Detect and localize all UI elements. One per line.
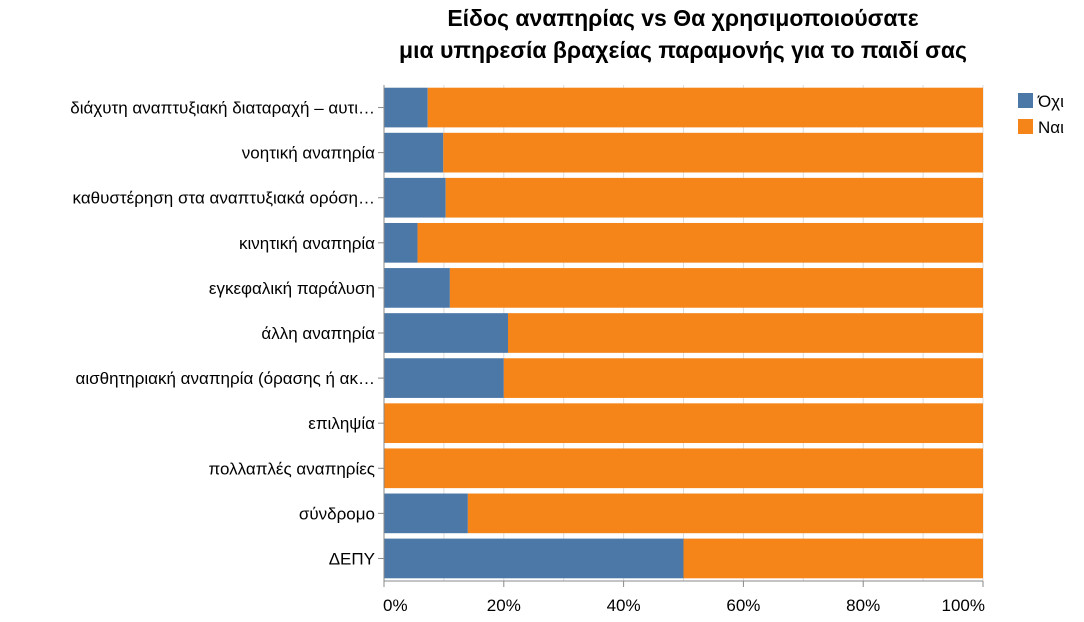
chart-title-line-1: Είδος αναπηρίας vs Θα χρησιμοποιούσατε bbox=[447, 5, 918, 31]
bar-nai[interactable] bbox=[417, 222, 983, 263]
y-tick-label: αισθητηριακή αναπηρία (όρασης ή ακ… bbox=[76, 369, 375, 388]
bar-nai[interactable] bbox=[507, 313, 983, 353]
y-tick-label: καθυστέρηση στα αναπτυξιακά ορόση… bbox=[73, 189, 375, 208]
y-tick-label: ΔΕΠΥ bbox=[329, 549, 375, 568]
bar-ochi[interactable] bbox=[384, 538, 684, 579]
y-tick-label: σύνδρομο bbox=[299, 504, 375, 523]
chart-title: Είδος αναπηρίας vs Θα χρησιμοποιούσατε μι… bbox=[399, 5, 967, 63]
bar-nai[interactable] bbox=[445, 177, 983, 218]
x-axis: 0% 20% 40% 60% 80% 100% bbox=[383, 580, 985, 615]
y-tick-label: πολλαπλές αναπηρίες bbox=[209, 459, 375, 478]
chart-title-line-2: μια υπηρεσία βραχείας παραμονής για το π… bbox=[399, 37, 967, 63]
bar-nai[interactable] bbox=[384, 403, 983, 444]
y-tick-label: εγκεφαλική παράλυση bbox=[209, 279, 375, 298]
x-tick-label: 100% bbox=[942, 596, 985, 615]
x-tick-label: 40% bbox=[607, 596, 641, 615]
x-tick-label: 60% bbox=[726, 596, 760, 615]
x-tick-label: 80% bbox=[846, 596, 880, 615]
bars bbox=[384, 87, 984, 579]
bar-ochi[interactable] bbox=[384, 268, 450, 308]
y-tick-label: επιληψία bbox=[308, 414, 375, 433]
bar-nai[interactable] bbox=[683, 538, 984, 579]
bar-ochi[interactable] bbox=[384, 132, 444, 173]
legend-swatch-ochi bbox=[1018, 93, 1033, 108]
legend-label-ochi: Όχι bbox=[1037, 92, 1064, 111]
bar-nai[interactable] bbox=[503, 358, 983, 398]
y-tick-label: διάχυτη αναπτυξιακή διαταραχή – αυτι… bbox=[70, 99, 375, 118]
bar-ochi[interactable] bbox=[384, 493, 468, 534]
bar-nai[interactable] bbox=[427, 87, 983, 128]
y-tick-label: νοητική αναπηρία bbox=[242, 144, 375, 163]
bar-ochi[interactable] bbox=[384, 313, 508, 353]
bar-nai[interactable] bbox=[449, 268, 983, 308]
bar-ochi[interactable] bbox=[384, 177, 446, 218]
x-tick-label: 0% bbox=[383, 596, 408, 615]
x-tick-label: 20% bbox=[487, 596, 521, 615]
bar-ochi[interactable] bbox=[384, 87, 428, 128]
bar-nai[interactable] bbox=[467, 493, 983, 534]
y-tick-label: κινητική αναπηρία bbox=[239, 234, 375, 253]
legend-label-nai: Ναι bbox=[1038, 118, 1064, 137]
legend-swatch-nai bbox=[1018, 119, 1033, 134]
y-axis: διάχυτη αναπτυξιακή διαταραχή – αυτι… νοη… bbox=[70, 85, 385, 581]
bar-nai[interactable] bbox=[384, 448, 983, 489]
bar-ochi[interactable] bbox=[384, 358, 504, 398]
bar-ochi[interactable] bbox=[384, 222, 418, 263]
y-tick-label: άλλη αναπηρία bbox=[261, 324, 375, 343]
legend: Όχι Ναι bbox=[1018, 92, 1064, 137]
bar-nai[interactable] bbox=[443, 132, 983, 173]
